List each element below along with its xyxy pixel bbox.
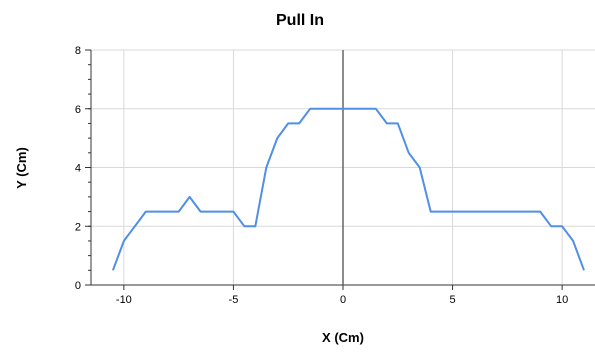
- y-tick-label: 2: [75, 221, 81, 233]
- x-tick-label: 5: [450, 294, 456, 306]
- y-tick-label: 4: [75, 163, 81, 175]
- x-tick-label: -10: [116, 294, 132, 306]
- chart-title: Pull In: [276, 12, 324, 29]
- series-line: [111, 107, 585, 271]
- ticks: 0 2 4 6 8 -10 -5 0 5 10: [75, 45, 568, 306]
- y-tick-label: 8: [75, 45, 81, 57]
- y-axis-label: Y (Cm): [14, 147, 29, 189]
- x-tick-label: -5: [229, 294, 239, 306]
- series-layer: [111, 107, 585, 271]
- x-axis-label: X (Cm): [322, 330, 364, 345]
- x-tick-label: 0: [340, 294, 346, 306]
- y-tick-label: 6: [75, 104, 81, 116]
- x-tick-label: 10: [556, 294, 568, 306]
- y-tick-label: 0: [75, 280, 81, 292]
